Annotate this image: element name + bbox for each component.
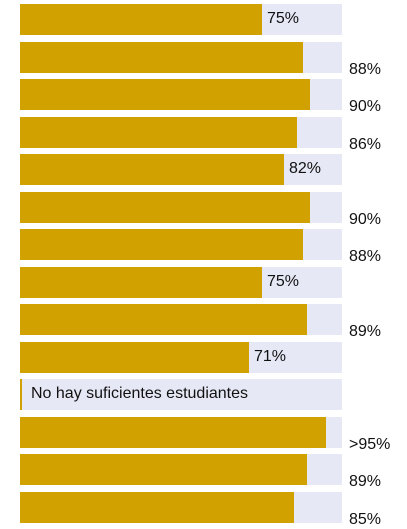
value-label: 71% bbox=[254, 348, 287, 365]
bar bbox=[20, 42, 303, 73]
value-label: 75% bbox=[267, 273, 300, 290]
value-label: 89% bbox=[349, 323, 382, 340]
bar bbox=[20, 304, 307, 335]
bar bbox=[20, 454, 307, 485]
bar-no-data-marker bbox=[20, 379, 22, 410]
bar-track bbox=[20, 379, 342, 410]
bar bbox=[20, 417, 326, 448]
bar bbox=[20, 229, 303, 260]
value-label: 82% bbox=[289, 160, 322, 177]
value-label: 85% bbox=[349, 511, 382, 528]
value-label: >95% bbox=[349, 436, 391, 453]
value-label: 75% bbox=[267, 10, 300, 27]
value-label: 86% bbox=[349, 136, 382, 153]
bar bbox=[20, 4, 262, 35]
value-label: 88% bbox=[349, 61, 382, 78]
no-data-label: No hay suficientes estudiantes bbox=[31, 385, 249, 402]
value-label: 90% bbox=[349, 211, 382, 228]
bar bbox=[20, 267, 262, 298]
bar bbox=[20, 117, 297, 148]
value-label: 90% bbox=[349, 98, 382, 115]
bar bbox=[20, 492, 294, 523]
value-label: 88% bbox=[349, 248, 382, 265]
bar bbox=[20, 154, 284, 185]
bar bbox=[20, 192, 310, 223]
bar bbox=[20, 342, 249, 373]
value-label: 89% bbox=[349, 473, 382, 490]
bar bbox=[20, 79, 310, 110]
bar-chart: 75% 88% 90% 86% 82% 90% 88% 75% 89% 71% No hay suf… bbox=[20, 4, 391, 528]
